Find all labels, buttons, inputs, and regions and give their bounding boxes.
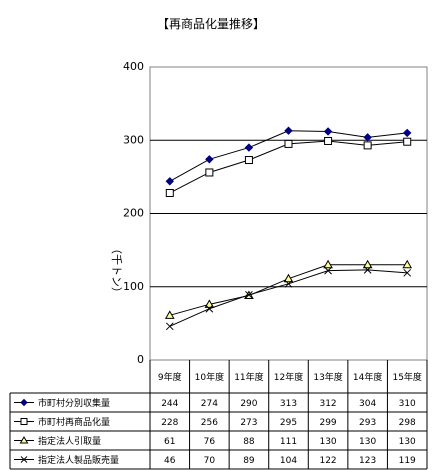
table-value: 244 — [161, 399, 178, 409]
table-value: 312 — [319, 399, 336, 409]
legend-key-marker — [19, 436, 29, 444]
x-category-label: 9年度 — [158, 371, 182, 383]
x-category-label: 13年度 — [313, 371, 342, 383]
data-point — [165, 188, 174, 197]
data-point — [244, 156, 253, 165]
table-value: 228 — [161, 418, 178, 428]
table-value: 122 — [319, 456, 336, 466]
legend-entry: 指定法人製品販売量 — [38, 454, 119, 466]
data-point — [363, 141, 372, 150]
x-category-label: 11年度 — [234, 371, 263, 383]
table-value: 88 — [243, 437, 255, 447]
legend-key-marker — [20, 398, 28, 407]
table-value: 123 — [359, 456, 376, 466]
table-value: 274 — [201, 399, 218, 409]
x-category-label: 15年度 — [392, 371, 421, 383]
y-axis-ticks: 0 100 200 300 400 — [123, 60, 144, 366]
data-point — [402, 259, 413, 269]
table-value: 70 — [204, 456, 216, 466]
table-value: 290 — [240, 399, 257, 409]
table-value: 130 — [399, 437, 416, 447]
table-value: 46 — [164, 456, 176, 466]
data-point — [324, 266, 332, 275]
table-value: 119 — [399, 456, 416, 466]
table-value: 298 — [399, 418, 416, 428]
series-layer — [164, 126, 413, 331]
data-point — [205, 155, 214, 164]
y-tick-label: 100 — [123, 280, 144, 293]
table-value: 256 — [201, 418, 218, 428]
table-value: 104 — [280, 456, 297, 466]
y-tick-label: 400 — [123, 60, 144, 73]
data-point — [165, 177, 174, 186]
table-value: 310 — [399, 399, 416, 409]
x-category-label: 12年度 — [274, 371, 303, 383]
data-point — [283, 273, 294, 283]
table-value: 273 — [240, 418, 257, 428]
legend-key-marker — [20, 418, 28, 425]
table-value: 111 — [280, 437, 297, 447]
chart-title: 【再商品化量推移】 — [157, 17, 266, 31]
data-point — [244, 143, 254, 152]
data-point — [204, 299, 215, 308]
table-value: 299 — [319, 418, 336, 428]
table-value: 293 — [359, 418, 376, 428]
data-point — [324, 136, 333, 145]
data-point — [284, 139, 293, 148]
table-value: 295 — [280, 418, 297, 428]
data-point — [403, 268, 412, 277]
table-value: 130 — [319, 437, 336, 447]
data-point — [362, 259, 373, 269]
data-point — [205, 304, 214, 313]
table-value: 313 — [280, 399, 297, 409]
data-point — [323, 259, 333, 269]
table-value: 61 — [164, 437, 175, 447]
data-point — [164, 310, 175, 319]
x-category-label: 14年度 — [353, 371, 382, 383]
data-point — [205, 168, 214, 177]
y-tick-label: 0 — [137, 353, 144, 366]
table-value: 130 — [359, 437, 376, 447]
y-axis-label: （千トン） — [110, 243, 123, 298]
y-tick-label: 300 — [123, 133, 144, 146]
table-value: 89 — [243, 456, 255, 466]
data-point — [284, 126, 293, 135]
data-point — [284, 279, 293, 288]
data-point — [403, 137, 412, 146]
data-point — [363, 133, 372, 142]
data-point — [363, 266, 372, 274]
legend-entry: 市町村再商品化量 — [38, 416, 110, 428]
table-value: 76 — [204, 437, 216, 447]
x-category-label: 10年度 — [195, 371, 224, 383]
legend-entry: 指定法人引取量 — [38, 435, 101, 447]
y-tick-label: 200 — [123, 207, 144, 220]
data-point — [245, 290, 253, 299]
data-point — [323, 127, 333, 136]
legend-entry: 市町村分別収集量 — [38, 397, 110, 409]
data-point — [403, 128, 412, 138]
data-point — [165, 322, 174, 331]
legend-key-marker — [20, 456, 28, 463]
table-value: 304 — [359, 399, 376, 409]
